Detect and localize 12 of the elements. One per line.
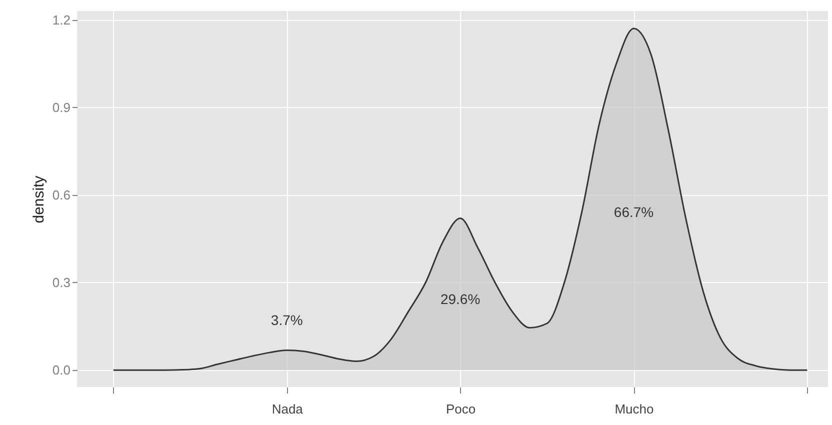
x-tick-label: Nada: [272, 402, 304, 416]
y-axis-title: density: [30, 175, 48, 224]
x-tick-label: Mucho: [614, 402, 654, 416]
y-tick-label: 0.9: [52, 100, 70, 115]
y-tick-label: 0.3: [52, 274, 70, 290]
y-tick-label: 0.6: [52, 187, 70, 202]
annotation: 29.6%: [440, 291, 480, 308]
y-tick-label: 1.2: [52, 12, 70, 28]
x-tick-label: Poco: [446, 402, 476, 416]
annotation: 66.7%: [614, 204, 654, 220]
annotation: 3.7%: [270, 312, 303, 328]
y-tick-label: 0.0: [52, 362, 70, 378]
